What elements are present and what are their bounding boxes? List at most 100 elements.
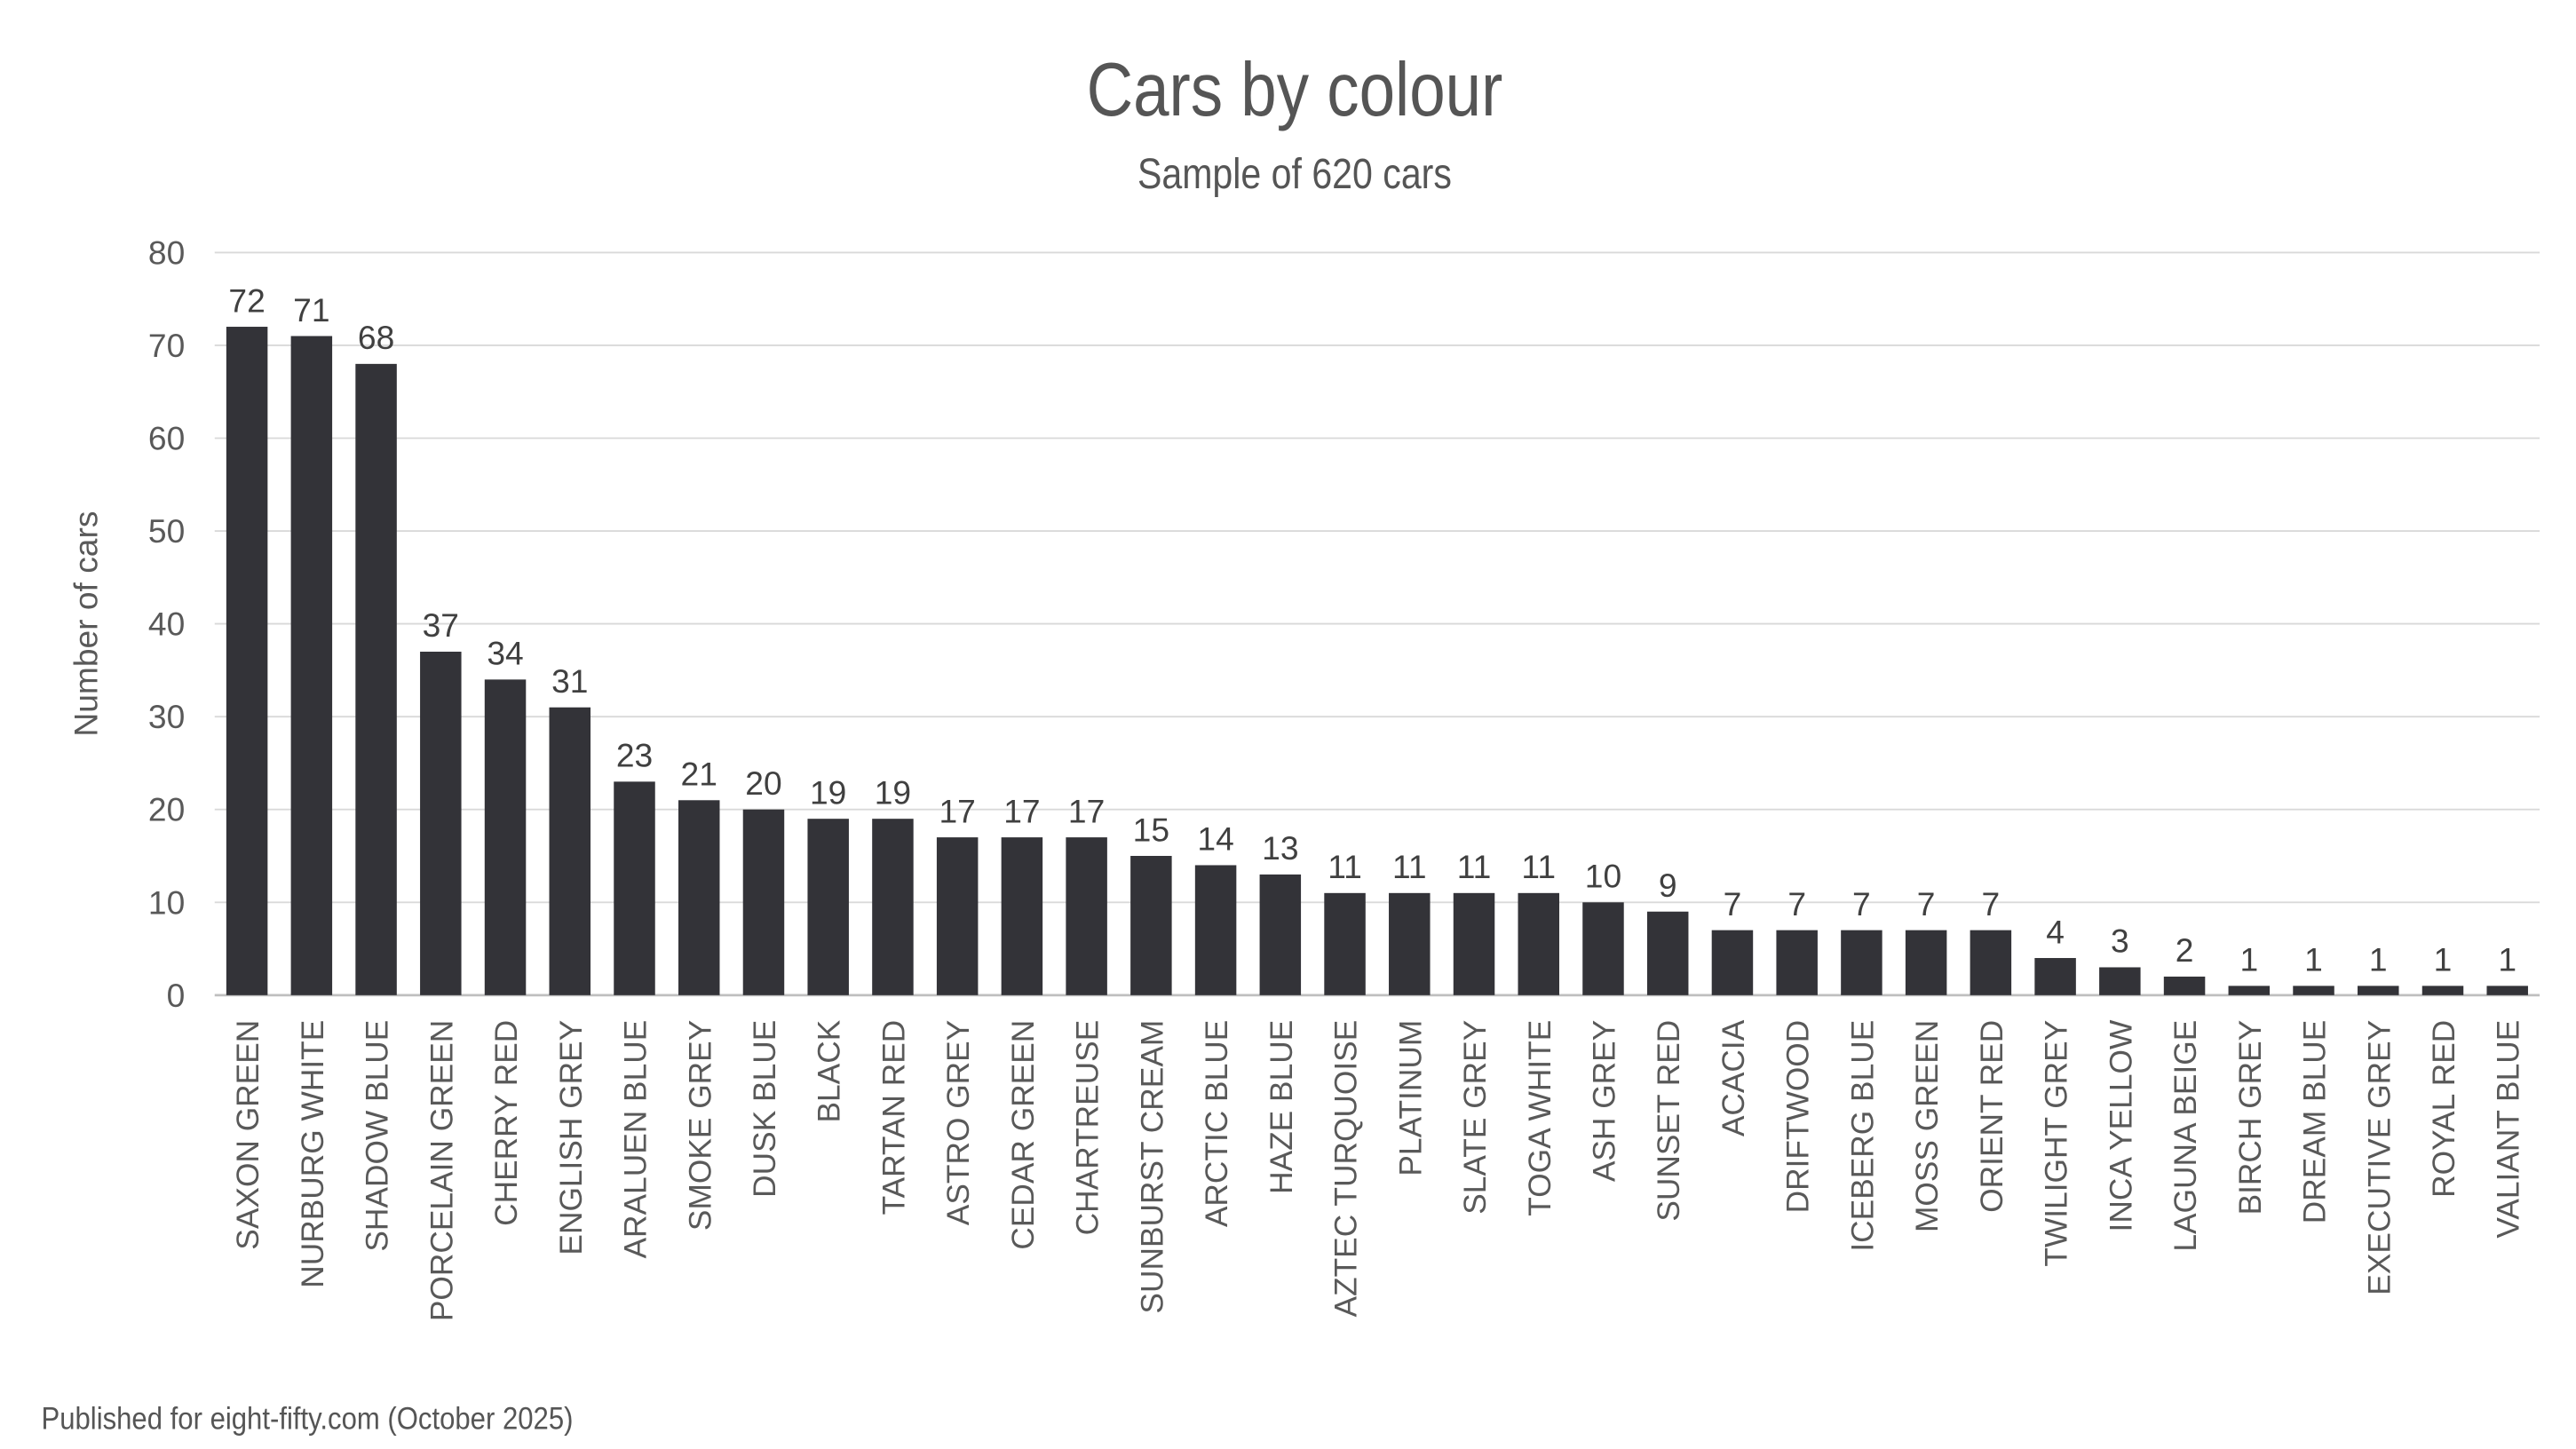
data-label: 20	[745, 764, 781, 802]
category-label: ACACIA	[1716, 1019, 1751, 1136]
bar	[1905, 930, 1947, 995]
data-label: 23	[616, 737, 653, 774]
data-label: 71	[293, 291, 329, 329]
y-tick-label: 30	[148, 698, 185, 735]
category-label: INCA YELLOW	[2104, 1019, 2138, 1231]
category-label: TOGA WHITE	[1523, 1020, 1557, 1216]
y-tick-label: 10	[148, 883, 185, 921]
category-label: DRIFTWOOD	[1781, 1020, 1816, 1214]
bar	[1776, 930, 1818, 995]
data-label: 11	[1392, 848, 1427, 885]
category-label: LAGUNA BEIGE	[2168, 1020, 2203, 1252]
bar	[2293, 986, 2334, 995]
chart-title: Cars by colour	[1087, 47, 1503, 132]
category-label: SAXON GREEN	[231, 1020, 266, 1250]
category-label: PLATINUM	[1393, 1020, 1428, 1176]
bar	[807, 819, 849, 995]
bar	[678, 800, 720, 995]
bar	[1970, 930, 2012, 995]
bar	[355, 363, 397, 995]
bar	[484, 679, 527, 995]
bar	[2421, 986, 2464, 995]
category-label: ASH GREY	[1587, 1020, 1621, 1182]
bar	[614, 781, 655, 995]
bar	[1841, 930, 1882, 995]
bars	[226, 327, 2528, 995]
y-axis-ticks: 0 10 20 30 40 50 60 70 80	[148, 234, 185, 1013]
category-label: SHADOW BLUE	[361, 1020, 395, 1252]
data-label: 17	[1003, 792, 1040, 829]
y-tick-label: 70	[148, 327, 185, 364]
bar	[1066, 837, 1107, 995]
bar	[1130, 856, 1172, 995]
data-label: 4	[2046, 913, 2065, 950]
y-tick-label: 50	[148, 512, 185, 550]
bar	[226, 327, 268, 995]
bar	[2034, 958, 2076, 995]
category-label: BIRCH GREY	[2233, 1020, 2268, 1215]
data-label: 1	[2498, 941, 2517, 978]
category-label: CHARTREUSE	[1071, 1020, 1106, 1236]
data-label: 19	[810, 773, 846, 811]
data-label: 15	[1133, 811, 1169, 848]
bar	[1194, 865, 1237, 995]
bar	[549, 707, 591, 995]
bar	[2228, 986, 2271, 995]
category-label: DUSK BLUE	[748, 1020, 782, 1198]
category-label: BLACK	[812, 1019, 847, 1122]
category-label: ENGLISH GREY	[554, 1020, 589, 1255]
category-label: ARCTIC BLUE	[1200, 1020, 1234, 1227]
footer: Published for eight-fifty.com (October 2…	[41, 1402, 573, 1437]
bar	[1001, 837, 1043, 995]
data-label: 34	[487, 635, 523, 672]
data-label: 9	[1659, 867, 1677, 904]
y-tick-label: 0	[167, 977, 186, 1014]
data-label: 1	[2239, 941, 2258, 978]
data-label: 21	[681, 756, 717, 793]
category-label: HAZE BLUE	[1264, 1020, 1299, 1194]
gridlines	[214, 251, 2540, 997]
data-label: 7	[1787, 885, 1806, 922]
data-label: 37	[423, 606, 459, 644]
category-label: SMOKE GREY	[683, 1020, 717, 1231]
category-label: ROYAL RED	[2427, 1020, 2461, 1198]
category-label: TARTAN RED	[876, 1020, 911, 1215]
data-label: 7	[1852, 885, 1871, 922]
category-label: AZTEC TURQUOISE	[1329, 1020, 1364, 1318]
category-label: SUNSET RED	[1652, 1020, 1686, 1222]
category-label: ARALUEN BLUE	[619, 1020, 654, 1259]
category-label: CEDAR GREEN	[1006, 1020, 1041, 1250]
category-label: ASTRO GREY	[941, 1020, 976, 1225]
bar	[2099, 967, 2141, 995]
y-tick-label: 20	[148, 791, 185, 828]
category-label: SUNBURST CREAM	[1135, 1020, 1169, 1314]
category-label: SLATE GREY	[1458, 1020, 1493, 1215]
data-label: 72	[228, 281, 265, 319]
data-label: 1	[2304, 941, 2323, 978]
data-label: 19	[875, 773, 911, 811]
y-axis-label: Number of cars	[67, 511, 105, 737]
y-tick-label: 80	[148, 234, 185, 271]
bar	[2358, 986, 2399, 995]
bar	[420, 651, 462, 995]
data-label: 11	[1328, 848, 1362, 885]
category-label: ORIENT RED	[1975, 1020, 2009, 1213]
data-label: 7	[1917, 885, 1936, 922]
bar	[1518, 892, 1559, 995]
bar	[742, 809, 785, 995]
data-label: 31	[551, 662, 588, 700]
bar	[936, 837, 979, 995]
bar	[1324, 892, 1366, 995]
y-tick-label: 40	[148, 606, 185, 643]
category-label: VALIANT BLUE	[2492, 1020, 2526, 1239]
data-label: 1	[2434, 941, 2453, 978]
category-label: NURBURG WHITE	[296, 1020, 330, 1288]
data-label: 10	[1585, 858, 1621, 895]
y-tick-label: 60	[148, 420, 185, 457]
bar	[2163, 976, 2206, 995]
category-label: TWILIGHT GREY	[2040, 1020, 2074, 1267]
category-label: PORCELAIN GREEN	[424, 1020, 459, 1321]
bar	[872, 819, 914, 995]
